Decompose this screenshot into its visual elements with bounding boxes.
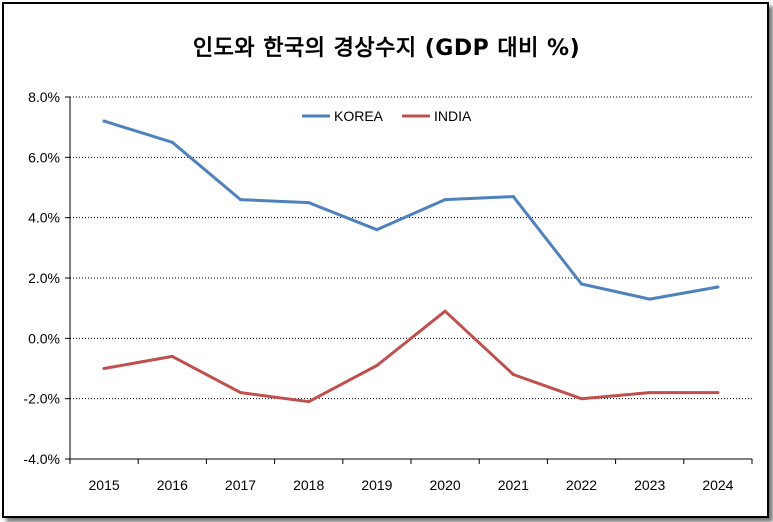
- data-point-korea: [239, 198, 242, 202]
- data-point-korea: [375, 228, 379, 232]
- x-tick-label: 2017: [225, 477, 256, 493]
- data-point-india: [580, 397, 583, 401]
- y-tick-label: 8.0%: [28, 89, 60, 105]
- y-tick-label: 0.0%: [28, 330, 60, 346]
- y-tick-labels: -4.0% -2.0% 0.0% 2.0% 4.0% 6.0% 8.0%: [23, 89, 60, 467]
- x-tick-label: 2021: [498, 477, 529, 493]
- y-tick-label: -2.0%: [23, 391, 60, 407]
- x-tick-label: 2023: [634, 477, 665, 493]
- y-tick-label: -4.0%: [23, 451, 60, 467]
- data-point-india: [443, 309, 447, 313]
- data-point-india: [170, 354, 174, 358]
- data-point-korea: [102, 119, 106, 123]
- legend-label-korea: KOREA: [334, 108, 384, 124]
- chart-title: 인도와 한국의 경상수지 (GDP 대비 %): [192, 36, 581, 61]
- data-point-india: [307, 400, 311, 404]
- series-line-korea: [102, 119, 720, 301]
- series-lines: [102, 119, 720, 404]
- data-point-india: [102, 367, 106, 370]
- data-point-korea: [580, 282, 583, 286]
- x-tick-label: 2019: [361, 477, 392, 493]
- x-tick-label: 2015: [89, 477, 120, 493]
- data-point-korea: [648, 297, 652, 301]
- series-line-india: [102, 309, 720, 404]
- data-point-india: [648, 391, 652, 395]
- x-tick-label: 2022: [566, 477, 597, 493]
- axes: [65, 96, 753, 464]
- data-point-korea: [511, 195, 515, 199]
- y-tick-label: 6.0%: [28, 149, 60, 165]
- x-tick-label: 2024: [702, 477, 733, 493]
- y-tick-label: 4.0%: [28, 210, 60, 226]
- x-tick-label: 2020: [430, 477, 461, 493]
- data-point-korea: [307, 201, 311, 205]
- data-point-india: [511, 373, 515, 377]
- x-tick-labels: 2015 2016 2017 2018 2019 2020 2021 2022 2023 2024: [89, 477, 734, 493]
- y-tick-label: 2.0%: [28, 270, 60, 286]
- x-tick-label: 2016: [157, 477, 188, 493]
- data-point-india: [716, 391, 720, 395]
- legend: KOREA INDIA: [302, 108, 472, 124]
- legend-label-india: INDIA: [434, 108, 472, 124]
- data-point-korea: [716, 285, 720, 289]
- data-point-india: [375, 363, 379, 367]
- data-point-india: [239, 391, 242, 395]
- data-point-korea: [170, 140, 174, 144]
- data-point-korea: [443, 198, 447, 202]
- x-tick-label: 2018: [293, 477, 324, 493]
